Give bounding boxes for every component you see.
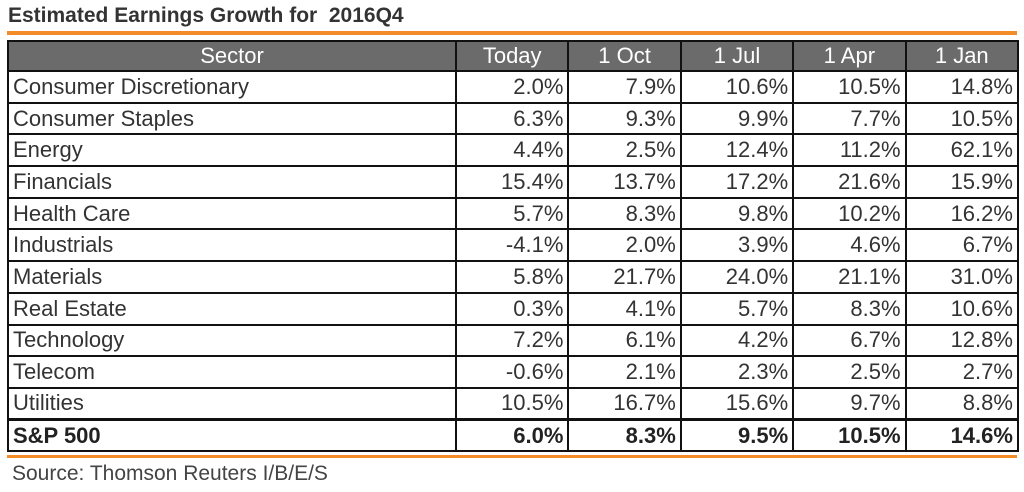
- value-cell-1-jan: 8.8%: [904, 386, 1019, 421]
- value-cell-1-apr: 10.5%: [792, 70, 907, 104]
- value-cell-1-jul: 12.4%: [679, 133, 795, 168]
- sector-cell: Financials: [7, 165, 457, 199]
- table-row: Utilities 10.5% 16.7% 15.6% 9.7% 8.8%: [7, 386, 1019, 421]
- value-cell-1-jan: 14.8%: [904, 70, 1019, 104]
- table-row: Telecom -0.6% 2.1% 2.3% 2.5% 2.7%: [7, 355, 1019, 389]
- sector-cell: Technology: [7, 323, 457, 358]
- value-cell-1-apr: 6.7%: [792, 323, 907, 358]
- value-cell-1-jan: 12.8%: [904, 323, 1019, 358]
- total-row: S&P 500 6.0% 8.3% 9.5% 10.5% 14.6%: [7, 418, 1019, 453]
- column-header-1-jan: 1 Jan: [904, 40, 1019, 72]
- value-cell-1-jul: 3.9%: [679, 228, 795, 263]
- sector-cell: Consumer Staples: [7, 101, 457, 136]
- value-cell-1-jan: 2.7%: [904, 355, 1019, 389]
- sector-cell: S&P 500: [7, 418, 457, 453]
- value-cell-1-jul: 15.6%: [679, 386, 795, 421]
- value-cell-today: 5.7%: [454, 196, 570, 231]
- value-cell-1-apr: 10.5%: [792, 418, 907, 453]
- value-cell-1-oct: 7.9%: [567, 70, 682, 104]
- value-cell-1-jan: 15.9%: [904, 165, 1019, 199]
- value-cell-1-jul: 9.9%: [679, 101, 795, 136]
- value-cell-1-oct: 2.1%: [567, 355, 682, 389]
- value-cell-today: 5.8%: [454, 260, 570, 294]
- table-row: Real Estate 0.3% 4.1% 5.7% 8.3% 10.6%: [7, 291, 1019, 326]
- sector-cell: Telecom: [7, 355, 457, 389]
- value-cell-1-apr: 10.2%: [792, 196, 907, 231]
- sector-cell: Industrials: [7, 228, 457, 263]
- column-header-1-jul: 1 Jul: [679, 40, 795, 72]
- value-cell-today: -4.1%: [454, 228, 570, 263]
- value-cell-1-oct: 16.7%: [567, 386, 682, 421]
- value-cell-today: 2.0%: [454, 70, 570, 104]
- value-cell-1-oct: 13.7%: [567, 165, 682, 199]
- table-title: Estimated Earnings Growth for 2016Q4: [8, 4, 404, 27]
- value-cell-1-oct: 2.0%: [567, 228, 682, 263]
- value-cell-1-jan: 62.1%: [904, 133, 1019, 168]
- value-cell-1-apr: 4.6%: [792, 228, 907, 263]
- sector-cell: Materials: [7, 260, 457, 294]
- value-cell-today: 6.0%: [454, 418, 570, 453]
- value-cell-1-jul: 2.3%: [679, 355, 795, 389]
- value-cell-1-apr: 21.1%: [792, 260, 907, 294]
- value-cell-today: 4.4%: [454, 133, 570, 168]
- value-cell-1-oct: 9.3%: [567, 101, 682, 136]
- value-cell-1-oct: 8.3%: [567, 418, 682, 453]
- value-cell-1-jan: 14.6%: [904, 418, 1019, 453]
- value-cell-1-apr: 2.5%: [792, 355, 907, 389]
- table-row: Technology 7.2% 6.1% 4.2% 6.7% 12.8%: [7, 323, 1019, 358]
- column-header-1-oct: 1 Oct: [567, 40, 682, 72]
- value-cell-1-apr: 8.3%: [792, 291, 907, 326]
- earnings-table-container: Sector Today 1 Oct 1 Jul 1 Apr 1 Jan Con…: [7, 40, 1019, 453]
- value-cell-1-jul: 9.5%: [679, 418, 795, 453]
- value-cell-1-jan: 6.7%: [904, 228, 1019, 263]
- table-body: Consumer Discretionary 2.0% 7.9% 10.6% 10.5%…: [7, 70, 1019, 453]
- value-cell-1-oct: 6.1%: [567, 323, 682, 358]
- footer-accent-rule: [7, 455, 1017, 458]
- value-cell-1-jan: 10.6%: [904, 291, 1019, 326]
- value-cell-1-oct: 21.7%: [567, 260, 682, 294]
- header-row: Sector Today 1 Oct 1 Jul 1 Apr 1 Jan: [7, 40, 1019, 72]
- value-cell-1-jul: 5.7%: [679, 291, 795, 326]
- value-cell-1-jul: 17.2%: [679, 165, 795, 199]
- sector-cell: Real Estate: [7, 291, 457, 326]
- table-row: Financials 15.4% 13.7% 17.2% 21.6% 15.9%: [7, 165, 1019, 199]
- value-cell-1-jul: 10.6%: [679, 70, 795, 104]
- value-cell-today: -0.6%: [454, 355, 570, 389]
- sector-cell: Utilities: [7, 386, 457, 421]
- table-row: Consumer Staples 6.3% 9.3% 9.9% 7.7% 10.5%: [7, 101, 1019, 136]
- table-row: Health Care 5.7% 8.3% 9.8% 10.2% 16.2%: [7, 196, 1019, 231]
- value-cell-1-apr: 11.2%: [792, 133, 907, 168]
- value-cell-today: 10.5%: [454, 386, 570, 421]
- value-cell-1-oct: 4.1%: [567, 291, 682, 326]
- value-cell-1-jul: 24.0%: [679, 260, 795, 294]
- column-header-1-apr: 1 Apr: [792, 40, 907, 72]
- value-cell-1-oct: 8.3%: [567, 196, 682, 231]
- value-cell-today: 0.3%: [454, 291, 570, 326]
- sector-cell: Consumer Discretionary: [7, 70, 457, 104]
- value-cell-1-jan: 31.0%: [904, 260, 1019, 294]
- value-cell-1-apr: 7.7%: [792, 101, 907, 136]
- value-cell-today: 7.2%: [454, 323, 570, 358]
- source-note: Source: Thomson Reuters I/B/E/S: [12, 462, 328, 485]
- value-cell-today: 15.4%: [454, 165, 570, 199]
- value-cell-1-apr: 9.7%: [792, 386, 907, 421]
- table-row: Materials 5.8% 21.7% 24.0% 21.1% 31.0%: [7, 260, 1019, 294]
- sector-cell: Health Care: [7, 196, 457, 231]
- table-row: Industrials -4.1% 2.0% 3.9% 4.6% 6.7%: [7, 228, 1019, 263]
- sector-cell: Energy: [7, 133, 457, 168]
- value-cell-1-apr: 21.6%: [792, 165, 907, 199]
- table-row: Energy 4.4% 2.5% 12.4% 11.2% 62.1%: [7, 133, 1019, 168]
- value-cell-1-jan: 16.2%: [904, 196, 1019, 231]
- earnings-growth-table: Sector Today 1 Oct 1 Jul 1 Apr 1 Jan Con…: [7, 40, 1019, 453]
- value-cell-1-oct: 2.5%: [567, 133, 682, 168]
- title-accent-rule: [7, 31, 1017, 35]
- value-cell-today: 6.3%: [454, 101, 570, 136]
- column-header-sector: Sector: [7, 40, 457, 72]
- value-cell-1-jul: 9.8%: [679, 196, 795, 231]
- column-header-today: Today: [454, 40, 570, 72]
- value-cell-1-jul: 4.2%: [679, 323, 795, 358]
- table-row: Consumer Discretionary 2.0% 7.9% 10.6% 10.5%…: [7, 70, 1019, 104]
- value-cell-1-jan: 10.5%: [904, 101, 1019, 136]
